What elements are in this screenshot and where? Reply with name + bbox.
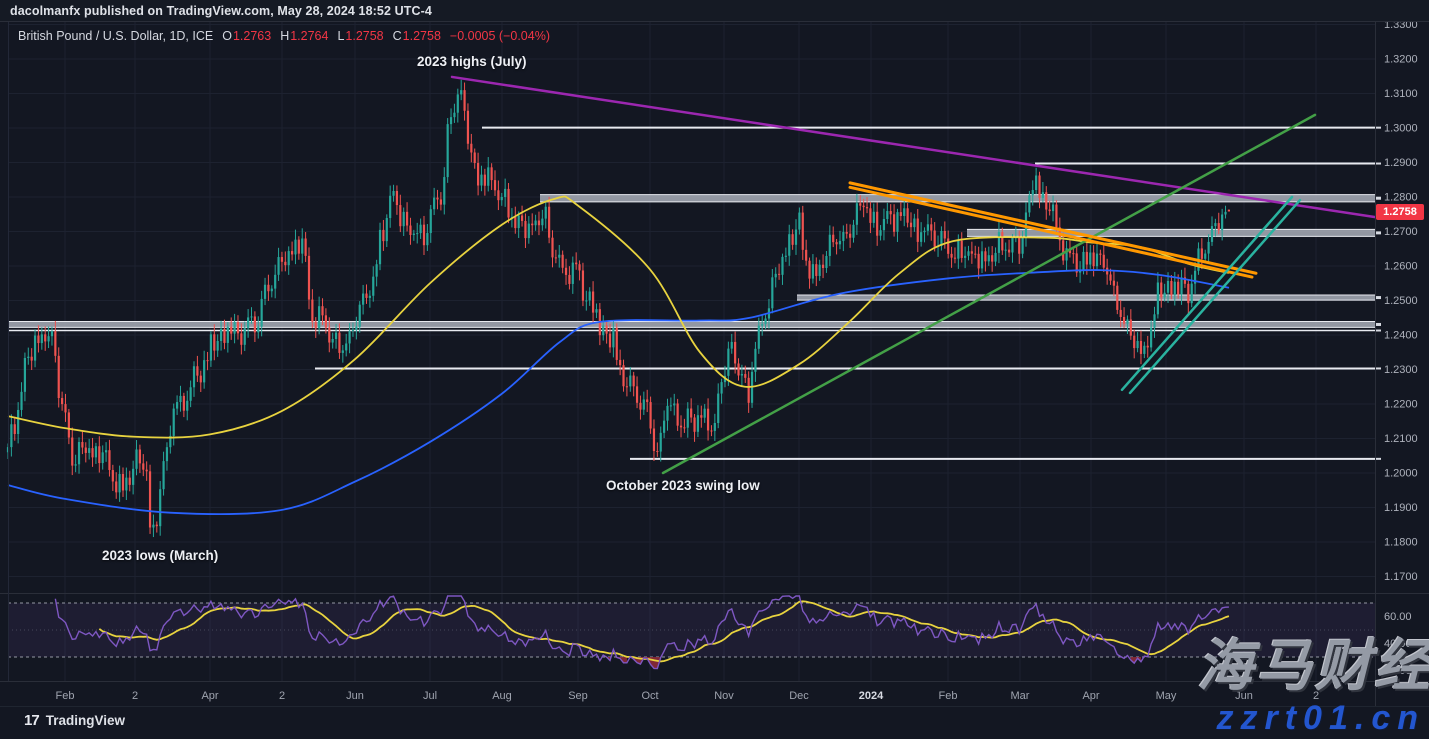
price-axis-label: 1.1800 <box>1384 537 1418 549</box>
time-axis-label: Nov <box>714 690 734 702</box>
time-axis-label: Dec <box>789 690 809 702</box>
time-axis-label: Oct <box>641 690 658 702</box>
rsi-axis-label: 20.00 <box>1384 665 1412 677</box>
time-axis[interactable]: Feb 2 Apr 2 Jun Jul Aug Sep Oct Nov Dec 2024 Feb Mar A… <box>56 690 1320 702</box>
annotation-october-swing-low: October 2023 swing low <box>606 478 760 493</box>
tradingview-logo-link[interactable]: TradingView <box>45 713 125 728</box>
panel-frame <box>0 22 1429 707</box>
time-axis-label: Apr <box>201 690 218 702</box>
price-axis-label: 1.3100 <box>1384 88 1418 100</box>
trendline-orange-channel-lower[interactable] <box>848 185 1254 279</box>
price-axis-label: 1.2800 <box>1384 192 1418 204</box>
trendline-downtrend-from-2023-high[interactable] <box>450 75 1379 219</box>
time-axis-label: Sep <box>568 690 588 702</box>
time-axis-label: 2 <box>279 690 285 702</box>
price-axis[interactable]: 1.3300 1.3200 1.3100 1.3000 1.2900 1.2800 1.27… <box>1384 19 1418 677</box>
rsi-lines <box>54 595 1230 670</box>
sma-slow-line[interactable] <box>7 269 1230 516</box>
publish-info-bar: dacolmanfx published on TradingView.com,… <box>0 0 1429 22</box>
price-axis-label: 1.3000 <box>1384 123 1418 135</box>
trendline-teal-channel-left[interactable] <box>1120 195 1294 392</box>
footer-bar: 17 TradingView <box>24 712 125 729</box>
price-axis-label: 1.1900 <box>1384 502 1418 514</box>
price-axis-label: 1.2000 <box>1384 468 1418 480</box>
ohlc-open: O 1.2763 <box>222 29 272 43</box>
trendline-teal-channel-right[interactable] <box>1128 198 1302 395</box>
symbol-title[interactable]: British Pound / U.S. Dollar, 1D, ICE <box>18 29 214 43</box>
support-resistance-levels[interactable] <box>8 126 1381 460</box>
annotation-2023-highs: 2023 highs (July) <box>417 54 527 69</box>
last-price-badge: 1.2758 <box>1376 204 1424 220</box>
tradingview-logo-icon[interactable]: 17 <box>24 712 40 729</box>
price-axis-label: 1.2700 <box>1384 226 1418 238</box>
price-axis-label: 1.3300 <box>1384 19 1418 31</box>
candles-group <box>6 79 1231 538</box>
change-value: −0.0005 (−0.04%) <box>449 29 550 43</box>
time-axis-label: Jun <box>1235 690 1253 702</box>
grid <box>8 22 1375 681</box>
time-axis-label: Mar <box>1011 690 1030 702</box>
trendline-orange-channel-upper[interactable] <box>848 181 1258 275</box>
price-axis-label: 1.1700 <box>1384 571 1418 583</box>
time-axis-label: Jul <box>423 690 437 702</box>
ohlc-high: H 1.2764 <box>280 29 329 43</box>
sma-fast-line[interactable] <box>7 195 1230 439</box>
symbol-legend[interactable]: British Pound / U.S. Dollar, 1D, ICE O 1.… <box>18 29 550 43</box>
watermark-url: zzrt01.cn <box>1216 699 1425 737</box>
rsi-axis-label: 40.00 <box>1384 638 1412 650</box>
watermark-chinese: 海马财经 <box>1197 634 1429 697</box>
price-axis-label: 1.3200 <box>1384 54 1418 66</box>
price-axis-label: 1.2300 <box>1384 364 1418 376</box>
rsi-pane[interactable] <box>8 602 1375 658</box>
time-axis-label: Feb <box>56 690 75 702</box>
price-axis-label: 1.2600 <box>1384 261 1418 273</box>
ohlc-close: C 1.2758 <box>392 29 441 43</box>
trendline-uptrend-from-october-low[interactable] <box>661 113 1317 475</box>
annotation-2023-lows: 2023 lows (March) <box>102 548 219 563</box>
rsi-line[interactable] <box>54 595 1229 670</box>
time-axis-label: May <box>1156 690 1177 702</box>
time-axis-label: Jun <box>346 690 364 702</box>
price-axis-label: 1.2200 <box>1384 399 1418 411</box>
time-axis-label: 2024 <box>859 690 884 702</box>
price-axis-label: 1.2500 <box>1384 295 1418 307</box>
time-axis-label: Apr <box>1082 690 1099 702</box>
price-axis-label: 1.2900 <box>1384 157 1418 169</box>
time-axis-label: Aug <box>492 690 512 702</box>
rsi-ma-line[interactable] <box>98 600 1230 663</box>
publish-info-text: dacolmanfx published on TradingView.com,… <box>10 4 432 18</box>
time-axis-label: 2 <box>132 690 138 702</box>
ohlc-low: L 1.2758 <box>337 29 384 43</box>
time-axis-label: 2 <box>1313 690 1319 702</box>
price-axis-label: 1.2400 <box>1384 330 1418 342</box>
rsi-axis-label: 60.00 <box>1384 611 1412 623</box>
time-axis-label: Feb <box>939 690 958 702</box>
price-axis-label: 1.2100 <box>1384 433 1418 445</box>
